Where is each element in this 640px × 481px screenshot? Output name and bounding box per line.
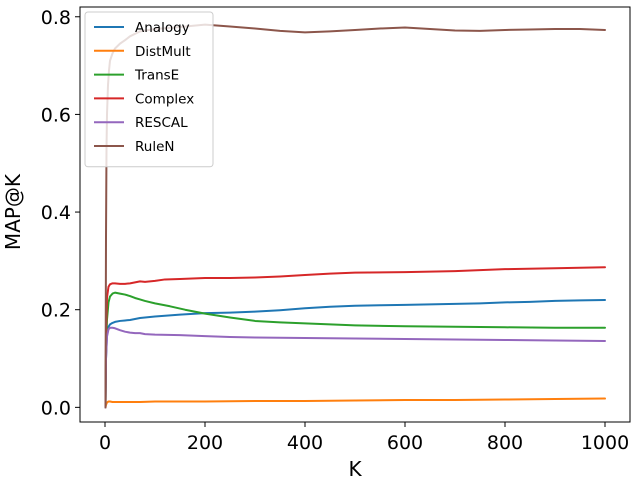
series-layer	[104, 23, 606, 409]
y-tick-label: 0.2	[41, 300, 71, 322]
x-tick-label: 200	[187, 432, 223, 454]
legend-label: DistMult	[135, 44, 191, 60]
series-line-analogy	[104, 298, 606, 409]
x-tick-label: 1000	[581, 432, 629, 454]
y-tick-label: 0.0	[41, 397, 71, 419]
x-axis-label: K	[348, 457, 362, 481]
y-tick-label: 0.4	[41, 202, 71, 224]
y-tick-label: 0.8	[41, 7, 71, 29]
x-tick-label: 600	[387, 432, 423, 454]
axes-layer: 0 200 400 600 800 1000 0.0 0.2 0.4 0.6 0.8	[41, 6, 631, 454]
legend: Analogy DistMult TransE Complex RESCAL RuleN	[84, 11, 214, 168]
x-tick-label: 800	[487, 432, 523, 454]
legend-label: Complex	[135, 91, 194, 107]
x-tick-label: 0	[99, 432, 111, 454]
legend-label: TransE	[134, 68, 179, 84]
series-line-transe	[104, 291, 606, 409]
y-axis-label: MAP@K	[1, 173, 25, 250]
plot-frame	[79, 6, 631, 423]
y-tick-label: 0.6	[41, 104, 71, 126]
legend-label: RESCAL	[135, 115, 188, 131]
series-line-rescal	[104, 326, 606, 409]
series-line-complex	[104, 266, 606, 409]
series-line-distmult	[104, 397, 606, 409]
x-tick-label: 400	[287, 432, 323, 454]
legend-label: RuleN	[135, 139, 175, 155]
legend-label: Analogy	[135, 20, 190, 36]
